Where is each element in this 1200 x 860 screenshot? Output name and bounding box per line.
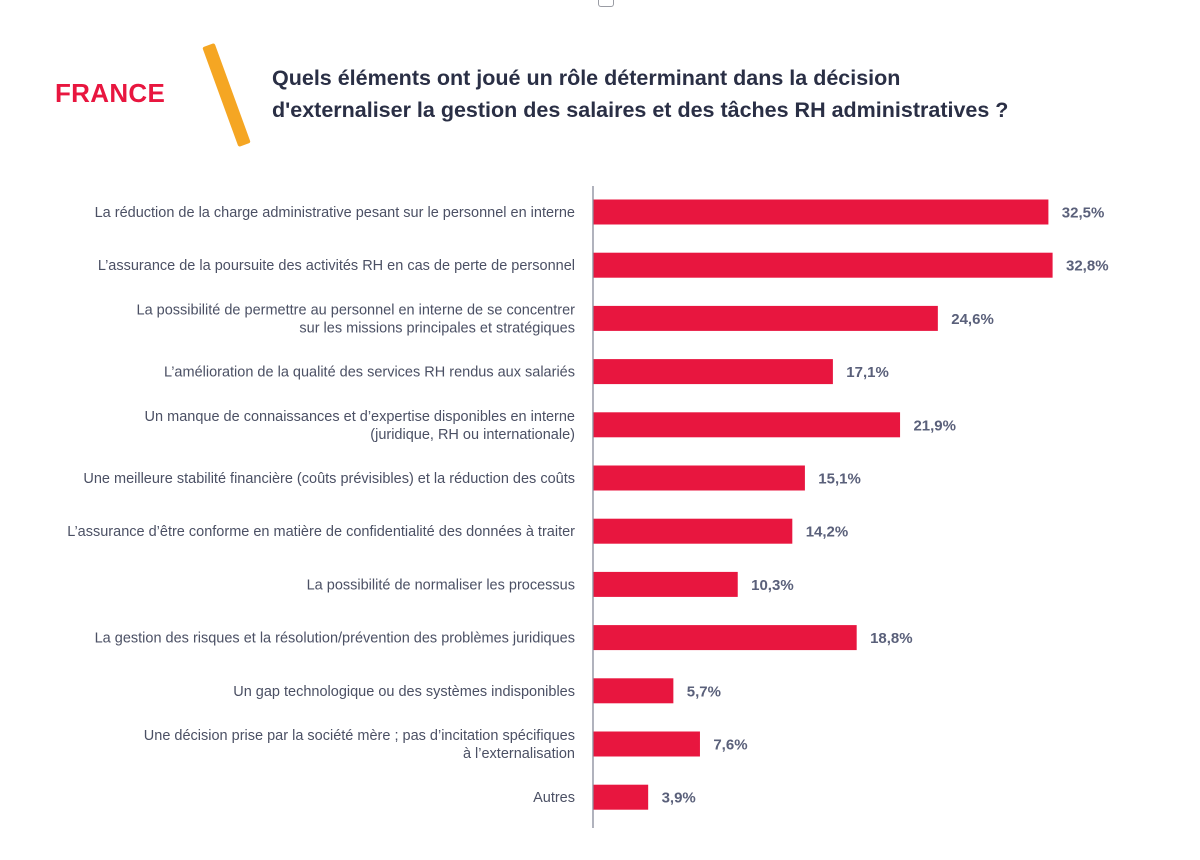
category-label: Une décision prise par la société mère ;… xyxy=(144,728,575,744)
bar xyxy=(593,625,857,651)
category-label: L’assurance d’être conforme en matière d… xyxy=(67,524,575,540)
data-label: 10,3% xyxy=(751,577,794,594)
bar xyxy=(593,518,793,544)
country-label: FRANCE xyxy=(55,78,166,108)
data-label: 15,1% xyxy=(818,471,861,488)
data-label: 14,2% xyxy=(806,524,849,541)
bar xyxy=(593,252,1053,278)
category-label: à l’externalisation xyxy=(463,746,575,762)
category-label: L’amélioration de la qualité des service… xyxy=(164,365,575,381)
category-label: Un gap technologique ou des systèmes ind… xyxy=(233,684,575,700)
bar xyxy=(593,784,649,810)
data-label: 32,5% xyxy=(1062,205,1105,222)
category-label: (juridique, RH ou internationale) xyxy=(370,427,575,443)
data-label: 7,6% xyxy=(713,737,747,754)
data-label: 3,9% xyxy=(662,790,696,807)
bar xyxy=(593,678,674,704)
data-label: 18,8% xyxy=(870,630,913,647)
category-label: Autres xyxy=(533,790,575,806)
category-label: La gestion des risques et la résolution/… xyxy=(95,631,575,647)
bar xyxy=(593,571,738,597)
category-label: La réduction de la charge administrative… xyxy=(95,205,575,221)
data-label: 24,6% xyxy=(951,311,994,328)
category-label: Un manque de connaissances et d’expertis… xyxy=(145,409,575,425)
tray-icon xyxy=(598,0,614,7)
category-label: La possibilité de permettre au personnel… xyxy=(137,302,576,318)
data-label: 17,1% xyxy=(846,364,889,381)
category-label: Une meilleure stabilité financière (coût… xyxy=(83,471,575,487)
bar xyxy=(593,199,1049,225)
category-label: La possibilité de normaliser les process… xyxy=(307,577,575,593)
bar xyxy=(593,359,833,385)
bar xyxy=(593,465,805,491)
bar xyxy=(593,412,901,438)
chart-title-line-2: d'externaliser la gestion des salaires e… xyxy=(272,98,1009,122)
bar xyxy=(593,305,938,331)
category-label: sur les missions principales et stratégi… xyxy=(299,320,575,336)
data-label: 32,8% xyxy=(1066,258,1109,275)
category-label: L’assurance de la poursuite des activité… xyxy=(98,258,575,274)
data-label: 5,7% xyxy=(687,683,721,700)
data-label: 21,9% xyxy=(913,417,956,434)
bar xyxy=(593,731,700,757)
chart-title: Quels éléments ont joué un rôle détermin… xyxy=(272,62,1182,126)
chart-title-line-1: Quels éléments ont joué un rôle détermin… xyxy=(272,66,901,90)
